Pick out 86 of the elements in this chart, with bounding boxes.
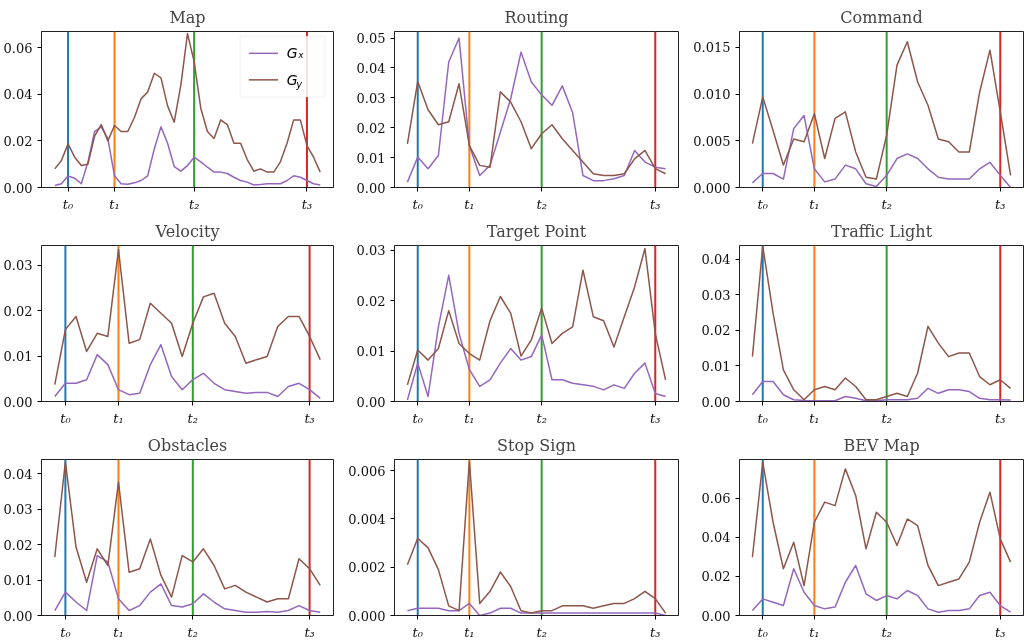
y-tick-label: 0.00 xyxy=(3,180,33,196)
y-tick-label: 0.03 xyxy=(356,243,386,259)
x-tick-label: t₁ xyxy=(464,624,475,640)
x-tick-label: t₃ xyxy=(995,624,1006,640)
legend-label: Gₓ xyxy=(286,45,304,62)
x-tick-label: t₃ xyxy=(304,410,315,426)
y-tick-label: 0.03 xyxy=(3,258,33,274)
x-tick-label: t₂ xyxy=(536,624,547,640)
y-tick-label: 0.02 xyxy=(356,120,386,136)
chart-title: Obstacles xyxy=(147,435,228,455)
y-tick-label: 0.010 xyxy=(693,87,731,103)
x-tick-label: t₃ xyxy=(650,624,661,640)
y-tick-label: 0.00 xyxy=(356,180,386,196)
x-tick-label: t₂ xyxy=(881,410,892,426)
y-tick-label: 0.03 xyxy=(356,90,386,106)
x-tick-label: t₀ xyxy=(412,624,424,640)
y-tick-label: 0.02 xyxy=(3,133,33,149)
x-tick-label: t₁ xyxy=(809,196,820,212)
x-tick-label: t₁ xyxy=(464,196,475,212)
y-tick-label: 0.005 xyxy=(693,133,731,149)
chart-title: Map xyxy=(169,7,206,27)
x-tick-label: t₃ xyxy=(301,196,313,212)
y-tick-label: 0.000 xyxy=(693,180,731,196)
y-tick-label: 0.03 xyxy=(701,287,731,303)
x-tick-label: t₂ xyxy=(187,624,199,640)
y-tick-label: 0.006 xyxy=(348,463,386,479)
y-tick-label: 0.02 xyxy=(701,323,731,339)
x-tick-label: t₀ xyxy=(60,624,72,640)
y-tick-label: 0.01 xyxy=(701,358,731,374)
y-tick-label: 0.02 xyxy=(3,303,33,319)
x-tick-label: t₁ xyxy=(113,624,124,640)
x-tick-label: t₃ xyxy=(304,624,315,640)
y-tick-label: 0.004 xyxy=(348,511,386,527)
x-tick-label: t₁ xyxy=(809,624,820,640)
y-tick-label: 0.01 xyxy=(356,150,386,166)
chart-title: Routing xyxy=(504,7,569,27)
chart-title: Stop Sign xyxy=(497,435,576,455)
chart-title: Traffic Light xyxy=(830,221,933,241)
x-tick-label: t₀ xyxy=(757,196,769,212)
y-tick-label: 0.04 xyxy=(3,466,33,482)
chart-title: Command xyxy=(840,7,923,27)
y-tick-label: 0.04 xyxy=(701,530,731,546)
x-tick-label: t₁ xyxy=(809,410,820,426)
y-tick-label: 0.01 xyxy=(3,349,33,365)
x-tick-label: t₀ xyxy=(757,410,769,426)
x-tick-label: t₂ xyxy=(536,196,547,212)
chart-title: Velocity xyxy=(154,221,220,241)
y-tick-label: 0.015 xyxy=(693,40,731,56)
x-tick-label: t₃ xyxy=(650,410,661,426)
x-tick-label: t₀ xyxy=(412,196,424,212)
y-tick-label: 0.00 xyxy=(701,608,731,624)
y-tick-label: 0.06 xyxy=(701,491,731,507)
y-tick-label: 0.01 xyxy=(356,344,386,360)
x-tick-label: t₀ xyxy=(60,410,72,426)
y-tick-label: 0.04 xyxy=(701,252,731,268)
x-tick-label: t₂ xyxy=(881,196,892,212)
y-tick-label: 0.01 xyxy=(3,573,33,589)
y-tick-label: 0.02 xyxy=(356,293,386,309)
y-tick-label: 0.000 xyxy=(348,608,386,624)
x-tick-label: t₀ xyxy=(757,624,769,640)
x-tick-label: t₀ xyxy=(62,196,75,212)
y-tick-label: 0.06 xyxy=(3,40,33,56)
y-tick-label: 0.00 xyxy=(3,394,33,410)
x-tick-label: t₂ xyxy=(536,410,547,426)
chart-title: Target Point xyxy=(486,221,587,241)
x-tick-label: t₂ xyxy=(187,410,199,426)
y-tick-label: 0.03 xyxy=(3,502,33,518)
y-tick-label: 0.05 xyxy=(356,31,386,47)
x-tick-label: t₁ xyxy=(113,410,124,426)
y-tick-label: 0.002 xyxy=(348,560,386,576)
x-tick-label: t₃ xyxy=(995,410,1006,426)
x-tick-label: t₁ xyxy=(464,410,475,426)
y-tick-label: 0.04 xyxy=(356,60,386,76)
y-tick-label: 0.00 xyxy=(356,394,386,410)
x-tick-label: t₃ xyxy=(650,196,661,212)
y-tick-label: 0.02 xyxy=(3,537,33,553)
x-tick-label: t₂ xyxy=(881,624,892,640)
y-tick-label: 0.04 xyxy=(3,87,33,103)
y-tick-label: 0.02 xyxy=(701,569,731,585)
x-tick-label: t₃ xyxy=(995,196,1006,212)
y-tick-label: 0.00 xyxy=(701,394,731,410)
x-tick-label: t₁ xyxy=(109,196,120,212)
y-tick-label: 0.00 xyxy=(3,608,33,624)
x-tick-label: t₂ xyxy=(188,196,200,212)
x-tick-label: t₀ xyxy=(412,410,424,426)
chart-title: BEV Map xyxy=(843,435,920,455)
